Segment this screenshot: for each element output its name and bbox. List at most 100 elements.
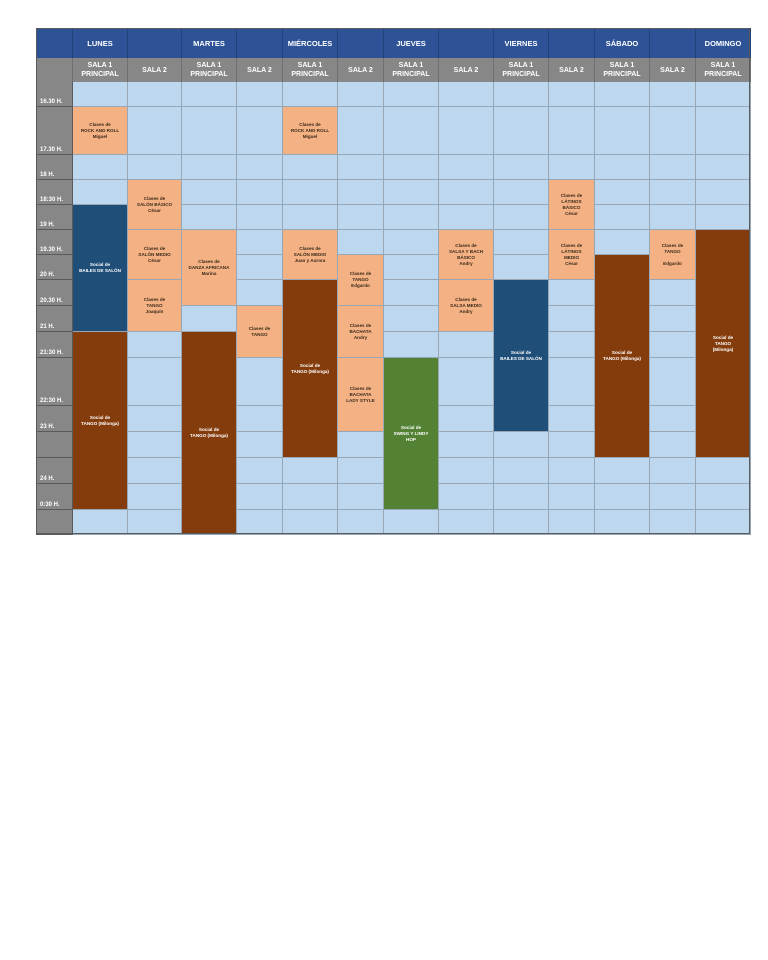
room-header: SALA 2 bbox=[549, 58, 595, 82]
time-row-label: 20.30 H. bbox=[36, 280, 73, 306]
room-header: SALA 2 bbox=[338, 58, 384, 82]
room-header: SALA 1 PRINCIPAL bbox=[595, 58, 650, 82]
empty-slot bbox=[237, 107, 283, 155]
empty-slot bbox=[128, 155, 182, 180]
time-row-label: 19 H. bbox=[36, 205, 73, 230]
empty-slot bbox=[283, 510, 338, 535]
empty-slot bbox=[384, 155, 439, 180]
time-label: 17.30 H. bbox=[40, 147, 63, 153]
empty-slot bbox=[338, 484, 384, 510]
empty-slot bbox=[182, 306, 237, 332]
empty-slot bbox=[650, 306, 696, 332]
empty-slot bbox=[237, 155, 283, 180]
empty-slot bbox=[439, 332, 494, 358]
schedule-event: Social de TANGO (Milonga) bbox=[595, 255, 650, 458]
empty-slot bbox=[650, 510, 696, 535]
time-label: 22:30 H. bbox=[40, 398, 64, 404]
room-header: SALA 2 bbox=[650, 58, 696, 82]
empty-slot bbox=[549, 306, 595, 332]
time-row-label: 19.30 H. bbox=[36, 230, 73, 255]
time-label: 16.30 H. bbox=[40, 99, 63, 105]
empty-slot bbox=[650, 332, 696, 358]
day-header-spacer bbox=[338, 28, 384, 58]
empty-slot bbox=[384, 107, 439, 155]
day-header: SÁBADO bbox=[595, 28, 650, 58]
empty-slot bbox=[73, 82, 128, 107]
day-header-spacer bbox=[439, 28, 494, 58]
empty-slot bbox=[650, 82, 696, 107]
empty-slot bbox=[283, 155, 338, 180]
empty-slot bbox=[237, 484, 283, 510]
empty-slot bbox=[549, 432, 595, 458]
empty-slot bbox=[384, 280, 439, 306]
day-header: MIÉRCOLES bbox=[283, 28, 338, 58]
room-header: SALA 1 PRINCIPAL bbox=[384, 58, 439, 82]
empty-slot bbox=[696, 458, 751, 484]
empty-slot bbox=[595, 82, 650, 107]
empty-slot bbox=[439, 406, 494, 432]
schedule-event: Clases de SALÓN BÁSICO César bbox=[128, 180, 182, 230]
empty-slot bbox=[650, 484, 696, 510]
empty-slot bbox=[237, 230, 283, 255]
empty-slot bbox=[494, 82, 549, 107]
empty-slot bbox=[439, 484, 494, 510]
empty-slot bbox=[595, 205, 650, 230]
empty-slot bbox=[384, 205, 439, 230]
day-header-spacer bbox=[237, 28, 283, 58]
empty-slot bbox=[338, 230, 384, 255]
empty-slot bbox=[73, 510, 128, 535]
empty-slot bbox=[338, 458, 384, 484]
empty-slot bbox=[338, 432, 384, 458]
room-header: SALA 1 PRINCIPAL bbox=[696, 58, 751, 82]
empty-slot bbox=[650, 458, 696, 484]
time-row-label: 18 H. bbox=[36, 155, 73, 180]
room-header: SALA 2 bbox=[439, 58, 494, 82]
empty-slot bbox=[237, 458, 283, 484]
empty-slot bbox=[494, 107, 549, 155]
empty-slot bbox=[338, 510, 384, 535]
time-label: 24 H. bbox=[40, 476, 55, 482]
empty-slot bbox=[696, 107, 751, 155]
empty-slot bbox=[384, 332, 439, 358]
time-label: 19 H. bbox=[40, 222, 55, 228]
schedule-event: Social de SWING Y LINDY HOP bbox=[384, 358, 439, 510]
room-header: SALA 1 PRINCIPAL bbox=[494, 58, 549, 82]
empty-slot bbox=[696, 510, 751, 535]
empty-slot bbox=[237, 255, 283, 280]
day-header-spacer bbox=[128, 28, 182, 58]
schedule-event: Social de BAILES DE SALÓN bbox=[494, 280, 549, 432]
empty-slot bbox=[283, 205, 338, 230]
corner-subheader bbox=[36, 58, 73, 82]
schedule-event: Social de TANGO (Milonga) bbox=[696, 230, 751, 458]
empty-slot bbox=[650, 107, 696, 155]
empty-slot bbox=[549, 332, 595, 358]
empty-slot bbox=[128, 406, 182, 432]
schedule-event: Clases de DANZA AFRICANA Marina bbox=[182, 230, 237, 306]
time-label: 21:30 H. bbox=[40, 350, 64, 356]
empty-slot bbox=[696, 205, 751, 230]
day-header: DOMINGO bbox=[696, 28, 751, 58]
empty-slot bbox=[237, 432, 283, 458]
empty-slot bbox=[549, 155, 595, 180]
empty-slot bbox=[128, 510, 182, 535]
empty-slot bbox=[283, 484, 338, 510]
empty-slot bbox=[494, 458, 549, 484]
empty-slot bbox=[650, 205, 696, 230]
schedule-event: Social de TANGO (Milonga) bbox=[283, 280, 338, 458]
room-header: SALA 1 PRINCIPAL bbox=[182, 58, 237, 82]
empty-slot bbox=[128, 107, 182, 155]
time-label: 23 H. bbox=[40, 424, 55, 430]
empty-slot bbox=[650, 406, 696, 432]
schedule-event: Clases de SALÓN MEDIO César bbox=[128, 230, 182, 280]
empty-slot bbox=[237, 406, 283, 432]
empty-slot bbox=[650, 155, 696, 180]
empty-slot bbox=[182, 107, 237, 155]
time-row-label: 21 H. bbox=[36, 306, 73, 332]
empty-slot bbox=[494, 432, 549, 458]
empty-slot bbox=[338, 155, 384, 180]
empty-slot bbox=[494, 155, 549, 180]
schedule-event: Clases de ROCK AND ROLL Miguel bbox=[283, 107, 338, 155]
empty-slot bbox=[128, 484, 182, 510]
empty-slot bbox=[549, 406, 595, 432]
day-header: MARTES bbox=[182, 28, 237, 58]
